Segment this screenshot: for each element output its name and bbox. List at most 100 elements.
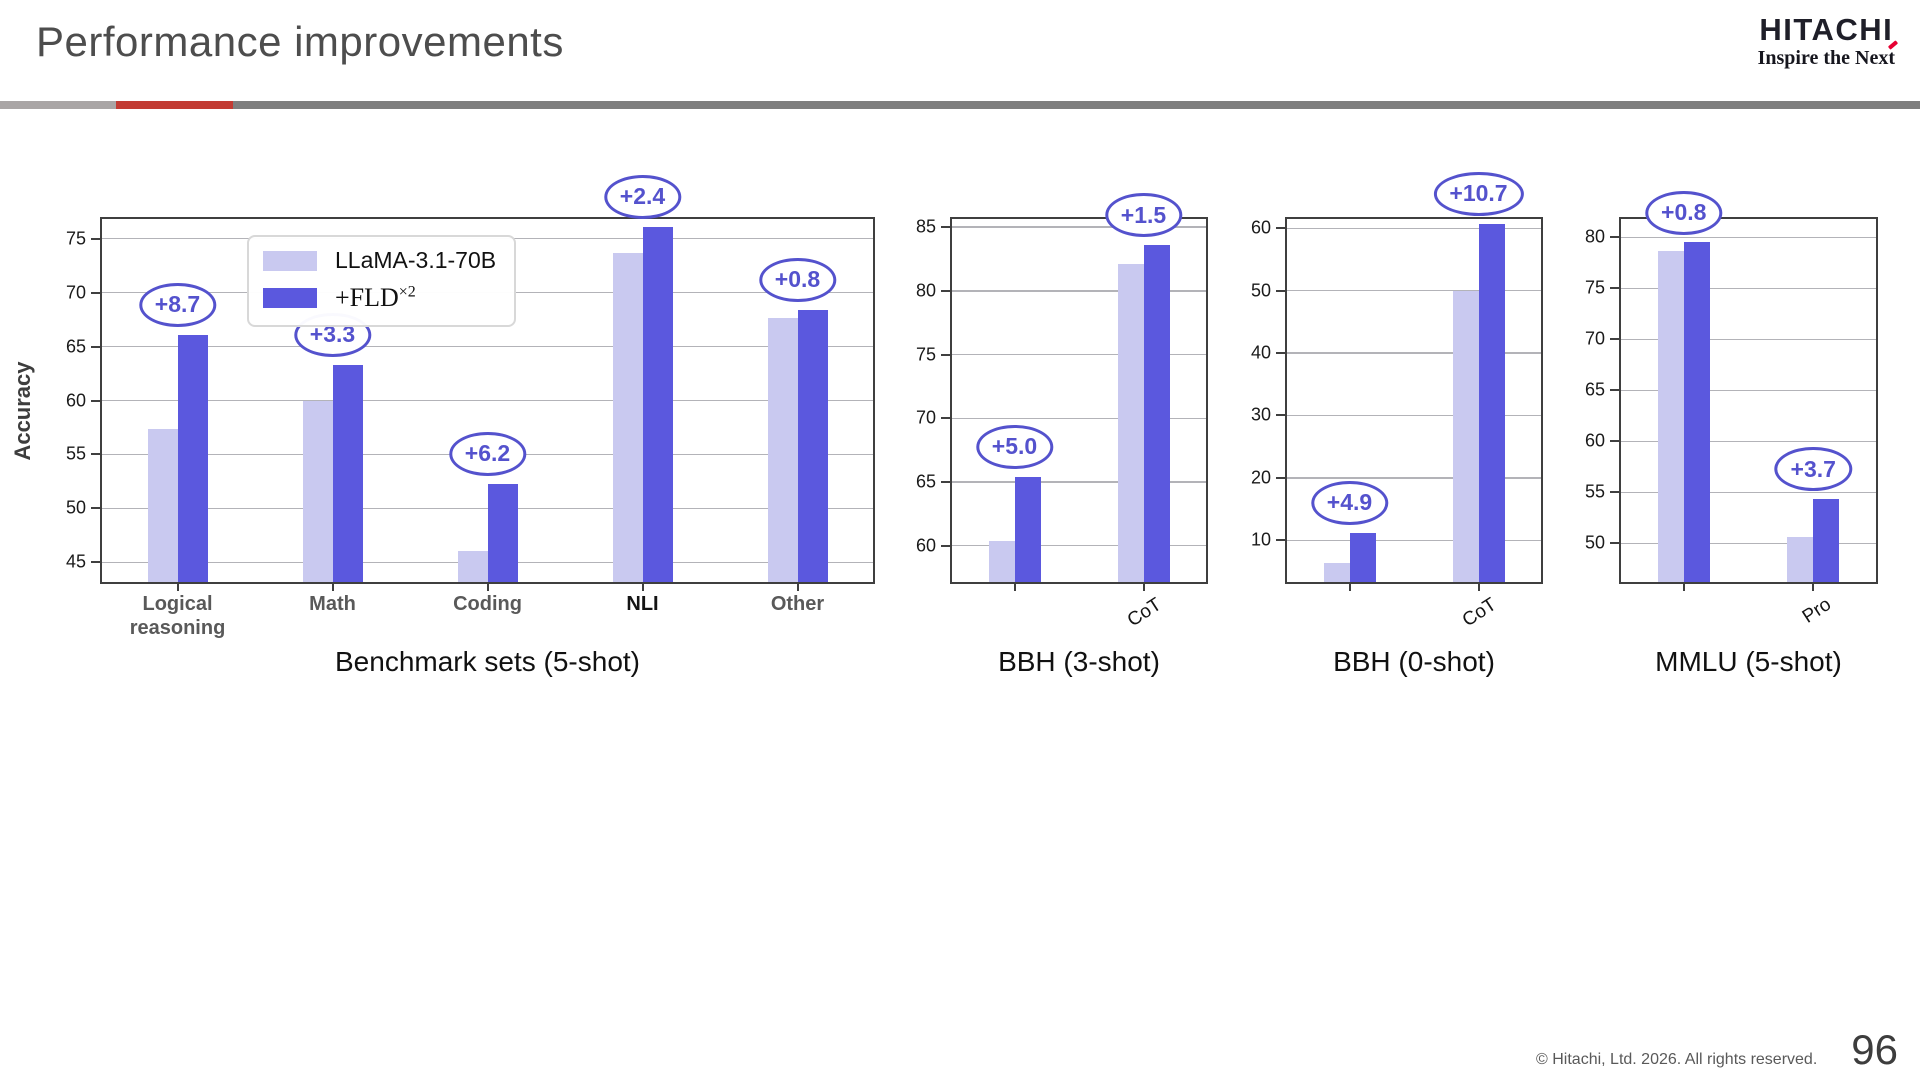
y-tick-label: 65 [1584, 379, 1605, 400]
gridline [950, 417, 1208, 420]
y-tick-mark [941, 544, 950, 547]
x-tick-mark [641, 584, 644, 591]
gridline [1619, 440, 1878, 442]
bar-fld [1349, 532, 1376, 584]
improvement-annotation: +1.5 [1104, 193, 1183, 238]
x-tick-label-text: CoT [1123, 594, 1165, 632]
legend-row-fld: +FLD×2 [263, 283, 496, 313]
gridline [950, 226, 1208, 228]
y-tick-label: 50 [1584, 532, 1605, 553]
gridline [950, 481, 1208, 483]
bar-llama [1657, 250, 1684, 584]
y-tick-mark [1610, 287, 1619, 290]
y-tick-mark [941, 481, 950, 484]
bar-fld [332, 364, 363, 584]
bar-fld [797, 309, 828, 584]
bar-fld [177, 334, 208, 584]
y-tick-label: 80 [1584, 226, 1605, 247]
y-tick-label: 70 [65, 282, 86, 303]
y-tick-mark [91, 291, 100, 294]
improvement-annotation: +5.0 [975, 424, 1054, 469]
improvement-annotation: +10.7 [1433, 171, 1524, 216]
footer: © Hitachi, Ltd. 2026. All rights reserve… [1536, 1026, 1898, 1074]
bar-llama [1787, 537, 1814, 584]
hitachi-logo: HITACHI Inspire the Next [1758, 13, 1899, 70]
bar-fld [1014, 476, 1041, 584]
y-tick-mark [91, 399, 100, 402]
y-tick-label: 80 [915, 280, 936, 301]
y-tick-label: 55 [65, 443, 86, 464]
improvement-annotation: +0.8 [758, 257, 837, 302]
x-tick-mark [176, 584, 179, 591]
y-tick-label: 10 [1250, 529, 1271, 550]
x-axis-label: BBH (0-shot) [1333, 646, 1495, 677]
gridline [100, 399, 875, 402]
gridline [1285, 352, 1543, 354]
bar-llama [147, 428, 178, 584]
improvement-annotation: +6.2 [448, 431, 527, 476]
bar-fld [642, 226, 673, 584]
slogan-ending: xt [1878, 39, 1899, 69]
legend-label-fld: +FLD×2 [335, 283, 416, 313]
bar-llama [1452, 290, 1479, 584]
divider-segment-light [0, 101, 116, 109]
x-tick-mark [1812, 584, 1815, 591]
x-tick-label-text: Pro [1798, 594, 1835, 628]
gridline [1285, 414, 1543, 417]
category-label: NLI [626, 593, 659, 615]
y-tick-label: 30 [1250, 404, 1271, 425]
x-tick-mark [1142, 584, 1145, 591]
divider-segment-gray [233, 101, 1920, 109]
gridline [950, 353, 1208, 356]
legend-row-llama: LLaMA-3.1-70B [263, 247, 496, 274]
legend-label-fld-sup: ×2 [398, 283, 416, 301]
x-tick-mark [796, 584, 799, 591]
y-tick-label: 60 [1584, 430, 1605, 451]
y-tick-mark [91, 453, 100, 456]
y-tick-mark [1610, 491, 1619, 494]
y-tick-label: 55 [1584, 481, 1605, 502]
x-tick-mark [331, 584, 334, 591]
y-tick-label: 65 [65, 336, 86, 357]
copyright-text: © Hitachi, Ltd. 2026. All rights reserve… [1536, 1051, 1818, 1068]
bar-llama [302, 400, 333, 584]
gridline [950, 545, 1208, 547]
gridline [1619, 491, 1878, 493]
x-tick-mark [486, 584, 489, 591]
y-tick-mark [941, 417, 950, 420]
y-tick-mark [1276, 414, 1285, 417]
y-tick-label: 50 [1250, 280, 1271, 301]
slogan-ending-text: xt [1878, 46, 1895, 69]
gridline [1619, 542, 1878, 544]
category-label: Logical reasoning [129, 593, 226, 639]
y-tick-mark [1276, 227, 1285, 230]
chart-plot-4: 50 55 60 65 70 75 80 +0.8 Pro +3.7 MMLU (5-shot) [1585, 190, 1878, 677]
y-tick-mark [1610, 542, 1619, 545]
y-tick-mark [91, 561, 100, 564]
gridline [100, 345, 875, 348]
legend-swatch-fld [263, 288, 317, 308]
y-tick-label: 75 [1584, 277, 1605, 298]
y-tick-mark [1276, 539, 1285, 542]
y-tick-label: 65 [915, 471, 936, 492]
page-title: Performance improvements [36, 18, 564, 65]
y-tick-label: 85 [915, 216, 936, 237]
gridline [950, 290, 1208, 292]
y-tick-mark [941, 289, 950, 292]
x-axis-label: MMLU (5-shot) [1655, 646, 1842, 677]
x-tick-mark [1682, 584, 1685, 591]
gridline [1285, 477, 1543, 479]
gridline [1619, 236, 1878, 239]
y-tick-label: 75 [915, 344, 936, 365]
gridline [1285, 227, 1543, 229]
x-tick-label-text: CoT [1458, 594, 1500, 632]
y-tick-mark [1610, 389, 1619, 392]
improvement-annotation: +0.8 [1645, 190, 1723, 235]
y-tick-label: 60 [915, 535, 936, 556]
chart-legend: LLaMA-3.1-70B +FLD×2 [247, 235, 517, 327]
bar-fld [1478, 223, 1505, 584]
y-tick-mark [1610, 440, 1619, 443]
improvement-annotation: +8.7 [138, 282, 217, 327]
y-tick-mark [1610, 338, 1619, 341]
